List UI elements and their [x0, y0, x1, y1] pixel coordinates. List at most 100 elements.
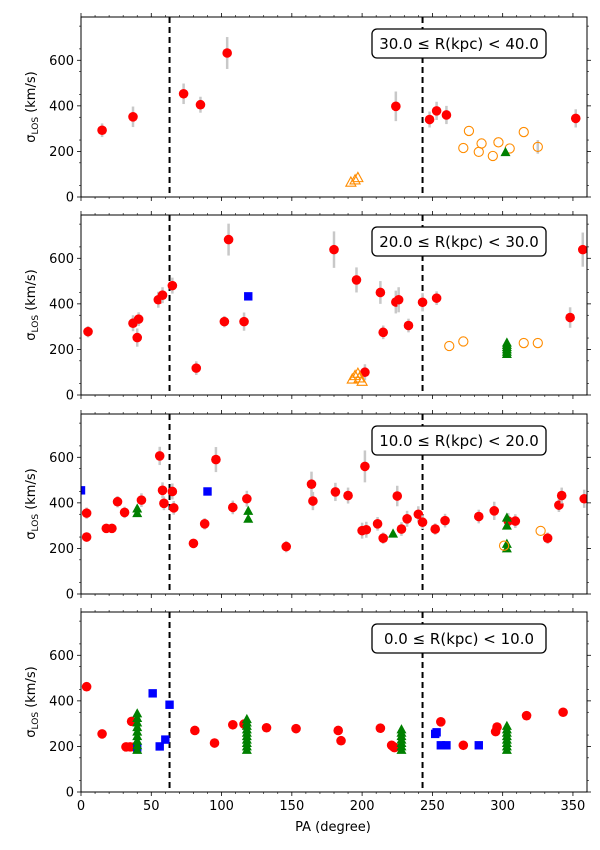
data-point-blue-square [442, 741, 451, 750]
data-point-orange-open-circle [444, 340, 455, 352]
range-label-box [371, 226, 547, 257]
y-axis-label: σLOS (km/s) [24, 468, 41, 539]
data-point-orange-open-triangle [351, 171, 364, 183]
data-point-red-circle [391, 101, 401, 112]
data-point-red-circle [396, 524, 407, 534]
data-point-red-circle [133, 314, 144, 324]
data-point-red-circle [392, 491, 403, 501]
data-point-red-circle [372, 519, 383, 529]
data-point-red-circle [154, 451, 165, 461]
range-label: 20.0 ≤ R(kpc) < 30.0 [371, 226, 547, 257]
x-tick-label: 150 [279, 799, 304, 814]
data-point-green-triangle [396, 724, 407, 734]
data-point-red-circle [413, 509, 424, 520]
data-point-red-circle [389, 742, 400, 753]
data-point-red-circle [97, 125, 107, 136]
range-label-box [371, 425, 547, 456]
data-point-red-circle [228, 719, 238, 730]
data-point-red-circle [228, 502, 238, 513]
range-label-text: 0.0 ≤ R(kpc) < 10.0 [384, 630, 534, 648]
data-point-red-circle [222, 48, 232, 58]
data-point-red-circle [375, 287, 386, 298]
data-point-red-circle [402, 514, 412, 524]
data-point-red-circle [360, 367, 370, 378]
range-label-text: 20.0 ≤ R(kpc) < 30.0 [379, 233, 539, 251]
x-tick-label: 0 [77, 799, 85, 814]
data-point-red-circle [489, 506, 500, 516]
data-point-red-circle [136, 495, 147, 505]
y-tick-label: 0 [66, 786, 74, 801]
data-point-orange-open-circle [535, 525, 546, 537]
data-point-orange-open-triangle [346, 372, 359, 384]
data-point-red-circle [132, 332, 143, 343]
y-tick-label: 0 [66, 588, 74, 603]
data-point-orange-open-circle [498, 540, 510, 551]
data-point-red-circle [558, 707, 568, 718]
data-point-red-circle [360, 461, 370, 472]
data-point-red-circle [361, 524, 372, 535]
data-point-green-triangle [132, 708, 143, 718]
y-tick-label: 200 [49, 343, 74, 358]
data-point-red-circle [281, 541, 292, 552]
range-label: 30.0 ≤ R(kpc) < 40.0 [371, 28, 547, 59]
data-point-orange-open-circle [518, 126, 529, 138]
data-point-red-circle [440, 515, 450, 526]
range-label: 10.0 ≤ R(kpc) < 20.0 [371, 425, 547, 456]
y-tick-label: 0 [66, 191, 74, 206]
data-point-red-circle [157, 485, 168, 496]
data-point-green-triangle [243, 505, 254, 515]
x-tick-label: 250 [420, 799, 445, 814]
data-point-orange-open-circle [518, 337, 529, 349]
data-point-red-circle [393, 294, 404, 305]
data-point-red-circle [579, 493, 587, 504]
y-tick-label: 200 [49, 740, 74, 755]
x-axis-label: PA (degree) [295, 820, 371, 835]
data-point-green-triangle [132, 503, 143, 513]
data-point-red-circle [492, 722, 502, 732]
y-axis-label: σLOS (km/s) [24, 269, 41, 340]
data-point-orange-open-circle [463, 125, 475, 137]
data-point-red-circle [188, 538, 199, 549]
axes-frame [80, 214, 588, 396]
data-point-red-circle [239, 316, 249, 327]
data-point-orange-open-circle [532, 337, 543, 349]
y-tick-label: 600 [49, 54, 74, 69]
data-point-green-triangle [500, 146, 511, 157]
data-point-red-circle [209, 738, 220, 748]
data-point-red-circle [157, 290, 168, 301]
data-point-blue-square [148, 689, 157, 698]
data-point-green-triangle [243, 513, 254, 523]
plot-area [97, 17, 581, 197]
data-point-red-circle [403, 320, 414, 331]
data-point-red-circle [431, 106, 442, 116]
data-point-red-circle [167, 486, 178, 497]
data-point-red-circle [191, 363, 202, 373]
data-point-red-circle [242, 493, 252, 504]
data-point-green-triangle [501, 337, 512, 347]
axes-frame [80, 413, 588, 595]
data-point-red-circle [417, 297, 428, 308]
y-axis-label: σLOS (km/s) [24, 71, 41, 142]
data-point-orange-open-triangle [349, 173, 362, 185]
data-point-blue-square [161, 735, 170, 744]
y-tick-label: 200 [49, 542, 74, 557]
data-point-red-circle [195, 99, 206, 110]
data-point-red-circle [219, 316, 230, 327]
data-point-blue-square [244, 292, 253, 301]
data-point-red-circle [159, 498, 169, 509]
data-point-red-circle [308, 496, 318, 506]
data-point-orange-open-circle [458, 142, 469, 154]
range-label: 0.0 ≤ R(kpc) < 10.0 [371, 623, 547, 654]
plot-area [81, 612, 568, 792]
data-point-red-circle [261, 722, 272, 733]
data-point-red-circle [168, 503, 179, 513]
data-point-red-circle [211, 454, 221, 465]
y-tick-label: 400 [49, 297, 74, 312]
plot-area [81, 414, 587, 594]
data-point-orange-open-circle [473, 146, 484, 158]
panel-2: 0 200 400 600 σLOS (km/s) 20.0 ≤ R(kpc) < 30.… [24, 211, 591, 404]
data-point-red-circle [81, 681, 92, 692]
data-point-blue-square [436, 741, 446, 750]
range-label-text: 10.0 ≤ R(kpc) < 20.0 [379, 432, 539, 450]
y-tick-label: 600 [49, 451, 74, 466]
